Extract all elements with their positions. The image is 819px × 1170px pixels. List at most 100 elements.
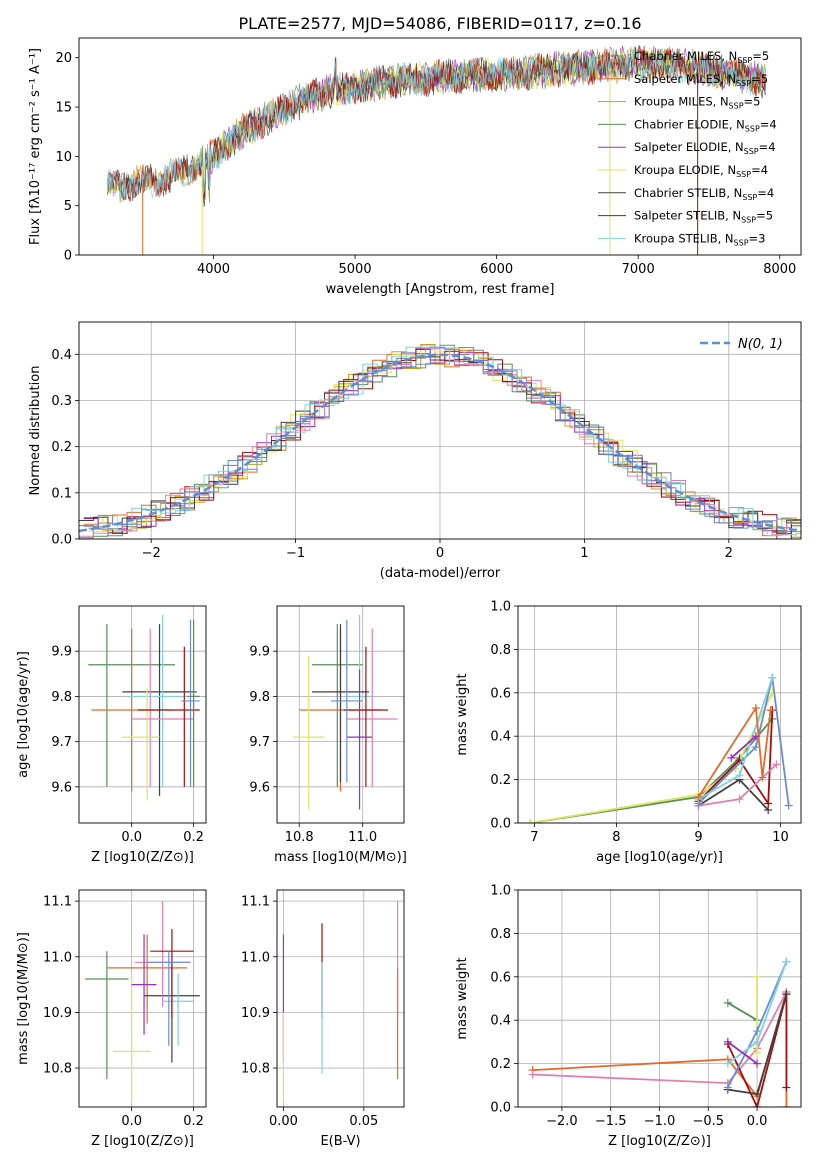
- weight-marker: [727, 753, 736, 762]
- y-tick-label: 0.2: [490, 773, 511, 788]
- y-tick-label: 15: [55, 101, 72, 116]
- x-axis-label: E(B-V): [320, 1134, 360, 1149]
- histogram-5: [88, 347, 801, 539]
- x-tick-label: 11.0: [348, 830, 377, 845]
- y-tick-label: 11.1: [241, 895, 270, 910]
- y-tick-label: 9.7: [51, 735, 72, 750]
- axes-frame: [517, 889, 802, 1108]
- weight-marker: [753, 1059, 762, 1068]
- x-axis-label: wavelength [Angstrom, rest frame]: [326, 282, 555, 297]
- y-axis-label: Flux [fλ10⁻¹⁷ erg cm⁻² s⁻¹ A⁻¹]: [28, 48, 43, 245]
- data-point-6: [137, 646, 200, 787]
- panel-mass-vs-EBV: 0.00 0.05 10.8 10.9 11.0 11.1 E(B-V): [241, 889, 405, 1149]
- y-tick-label: 10.9: [241, 1006, 270, 1021]
- weight-marker: [772, 760, 781, 769]
- weight-marker: [758, 773, 767, 782]
- plot-area-weight-vs-age: [526, 673, 793, 823]
- axes-frame: [276, 605, 405, 824]
- x-tick-label: 7: [530, 830, 538, 845]
- x-tick-label: 0.00: [269, 1114, 298, 1129]
- legend-label: Salpeter ELODIE, NSSP=4: [634, 140, 776, 156]
- x-tick-label: −1: [286, 546, 305, 561]
- weight-marker: [735, 795, 744, 804]
- y-tick-label: 0.8: [490, 643, 511, 658]
- y-tick-label: 0.4: [490, 1014, 511, 1029]
- y-axis-label: mass weight: [455, 673, 470, 755]
- y-tick-label: 1.0: [490, 600, 511, 615]
- panel-mass-vs-Z: 0.0 0.2 10.8 10.9 11.0 11.1 Z [log10(Z/Z⊙)] mas…: [16, 889, 207, 1149]
- histogram-6: [79, 356, 801, 534]
- data-point-6: [150, 928, 194, 1018]
- data-point-4: [134, 901, 191, 1007]
- y-tick-label: 11.0: [43, 950, 72, 965]
- y-tick-label: 0.4: [490, 730, 511, 745]
- x-axis-label: Z [log10(Z/Z⊙)]: [91, 1134, 194, 1149]
- y-axis-label: Normed distribution: [28, 366, 43, 496]
- plot-area-mass-vs-EBV: [282, 901, 399, 1102]
- data-point-5: [122, 687, 160, 801]
- x-tick-label: 10.8: [285, 830, 314, 845]
- panel-age-vs-mass: 10.8 11.0 9.6 9.7 9.8 9.9 mass [log10(M/M⊙)]: [249, 605, 407, 865]
- weight-marker: [723, 998, 732, 1007]
- figure-title: PLATE=2577, MJD=54086, FIBERID=0117, z=0…: [238, 14, 641, 33]
- weight-line-0: [530, 718, 773, 823]
- legend-label: Kroupa ELODIE, NSSP=4: [634, 163, 768, 179]
- weight-marker: [753, 1103, 762, 1107]
- x-axis-label: (data-model)/error: [380, 566, 501, 581]
- weight-line-8: [727, 1041, 758, 1065]
- x-tick-label: −1.0: [644, 1114, 676, 1129]
- panel-residuals: −2 −1 0 1 2 0.0 0.1 0.2 0.3 0.4 (data-model)/error…: [28, 321, 802, 581]
- y-tick-label: 9.8: [249, 690, 270, 705]
- data-point-4: [131, 628, 194, 787]
- axes-frame: [78, 321, 802, 540]
- weight-marker: [784, 801, 793, 810]
- x-tick-label: 0.0: [747, 1114, 768, 1129]
- y-tick-label: 0.1: [51, 486, 72, 501]
- x-tick-label: 0.2: [183, 830, 204, 845]
- weight-line-3: [727, 1002, 758, 1021]
- weight-line-1: [532, 991, 788, 1085]
- weight-marker: [753, 972, 762, 981]
- y-tick-label: 0.8: [490, 927, 511, 942]
- weight-marker: [751, 743, 760, 752]
- data-point-5: [292, 655, 325, 810]
- y-tick-label: 0.3: [51, 394, 72, 409]
- plot-area-spectrum: [106, 44, 766, 255]
- y-tick-label: 0.6: [490, 970, 511, 985]
- histogram-9: [79, 348, 801, 537]
- x-tick-label: 6000: [480, 262, 513, 277]
- weight-line-2: [698, 778, 769, 811]
- y-axis-label: age [log10(age/yr)]: [16, 651, 31, 778]
- spectrum-legend: Chabrier MILES, NSSP=5 Salpeter MILES, NS…: [598, 49, 777, 247]
- data-point-7: [181, 619, 200, 787]
- y-tick-label: 0.6: [490, 686, 511, 701]
- x-tick-label: 0: [436, 546, 444, 561]
- y-tick-label: 0: [64, 249, 72, 264]
- y-tick-label: 0.4: [51, 348, 72, 363]
- y-axis-label: mass [log10(M/M⊙)]: [16, 932, 31, 1065]
- axes-frame: [276, 889, 405, 1108]
- weight-marker: [694, 792, 703, 801]
- y-axis-label: mass weight: [455, 957, 470, 1039]
- weight-marker: [768, 673, 777, 682]
- x-tick-label: 0.2: [183, 1114, 204, 1129]
- axes-frame: [78, 889, 207, 1108]
- weight-marker: [528, 1070, 537, 1079]
- data-point-6: [343, 646, 389, 787]
- y-tick-label: 9.6: [249, 780, 270, 795]
- data-point-0: [85, 951, 129, 1080]
- weight-marker: [766, 706, 775, 715]
- x-tick-label: −2: [142, 546, 161, 561]
- y-tick-label: 0.0: [490, 817, 511, 832]
- y-tick-label: 0.0: [51, 533, 72, 548]
- weight-line-7: [697, 705, 772, 798]
- y-tick-label: 10.8: [43, 1062, 72, 1077]
- weight-line-2: [726, 993, 788, 1107]
- weight-marker: [753, 1089, 762, 1098]
- weight-marker: [751, 732, 760, 741]
- weight-marker: [782, 990, 791, 999]
- x-axis-label: Z [log10(Z/Z⊙)]: [608, 1134, 711, 1149]
- x-tick-label: 1: [580, 546, 588, 561]
- x-tick-label: −0.5: [693, 1114, 725, 1129]
